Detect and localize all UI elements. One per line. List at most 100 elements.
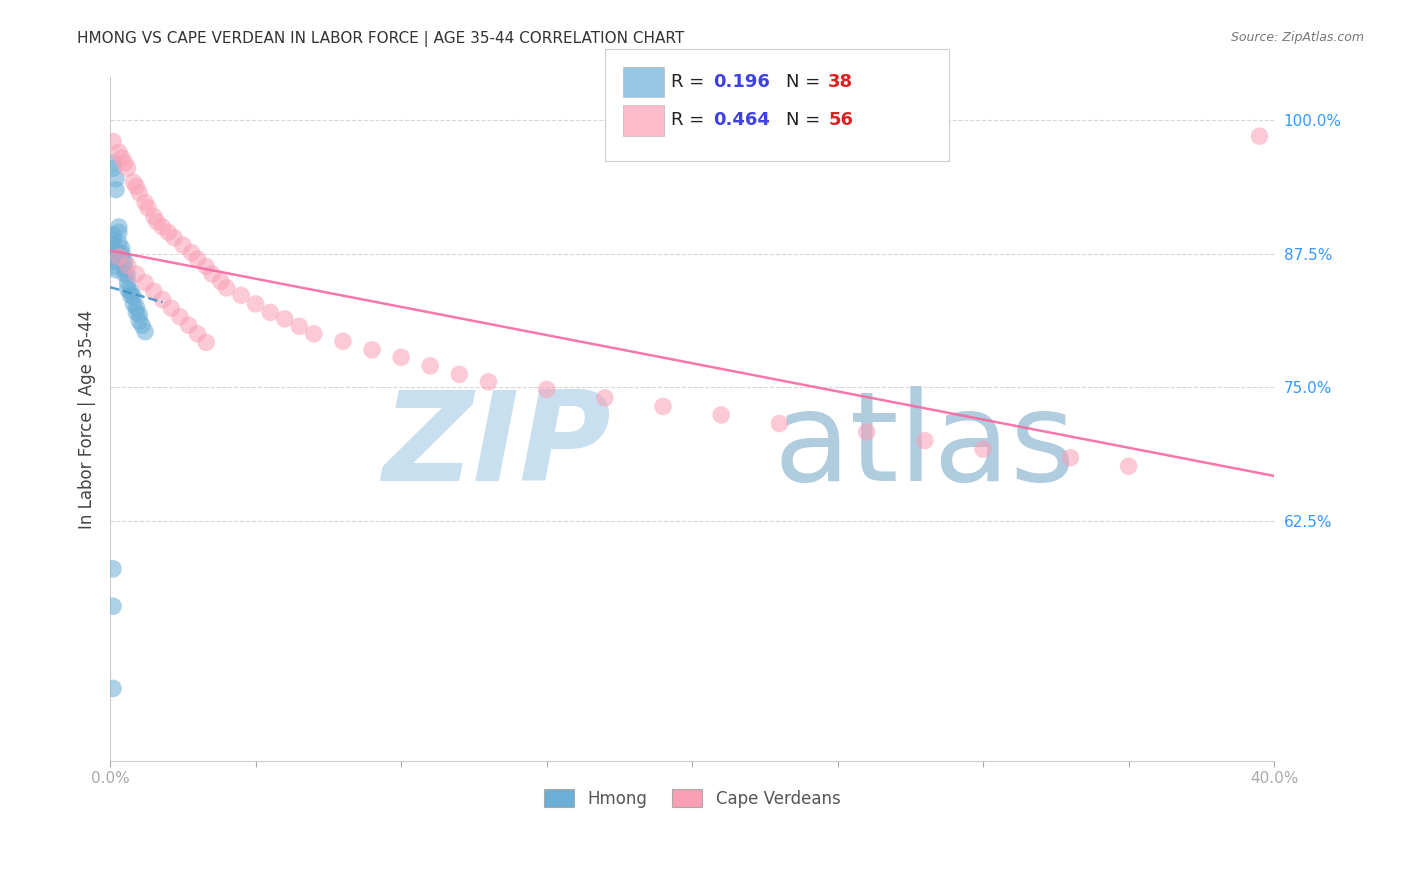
Point: [101, 254, 124, 268]
Point: [108, 246, 131, 260]
Point: [108, 145, 131, 160]
Point: [128, 186, 150, 200]
Point: [259, 305, 281, 319]
Point: [114, 260, 136, 275]
Text: ZIP: ZIP: [382, 386, 610, 508]
Point: [128, 314, 150, 328]
Point: [477, 375, 499, 389]
Y-axis label: In Labor Force | Age 35-44: In Labor Force | Age 35-44: [79, 310, 96, 529]
Text: HMONG VS CAPE VERDEAN IN LABOR FORCE | AGE 35-44 CORRELATION CHART: HMONG VS CAPE VERDEAN IN LABOR FORCE | A…: [77, 31, 685, 47]
Point: [101, 260, 124, 274]
Point: [117, 161, 139, 176]
Point: [142, 209, 165, 223]
Point: [111, 241, 134, 255]
Point: [114, 156, 136, 170]
Text: 56: 56: [828, 112, 853, 129]
Point: [914, 434, 936, 448]
Point: [101, 599, 124, 614]
Point: [172, 238, 194, 252]
Point: [593, 391, 616, 405]
Point: [108, 250, 131, 264]
Point: [215, 281, 238, 295]
Point: [419, 359, 441, 373]
Point: [101, 562, 124, 576]
Point: [101, 135, 124, 149]
Point: [101, 238, 124, 252]
Text: R =: R =: [671, 73, 710, 91]
Text: atlas: atlas: [773, 386, 1076, 508]
Point: [125, 179, 148, 194]
Point: [101, 161, 124, 176]
Point: [104, 172, 127, 186]
Point: [1118, 459, 1140, 474]
Point: [122, 289, 145, 303]
Point: [163, 230, 186, 244]
Text: N =: N =: [786, 112, 825, 129]
Point: [449, 368, 471, 382]
Point: [1249, 129, 1271, 144]
Point: [122, 175, 145, 189]
Point: [101, 233, 124, 247]
Point: [180, 245, 202, 260]
Point: [201, 267, 224, 281]
Point: [245, 297, 267, 311]
Point: [229, 288, 252, 302]
Point: [274, 311, 297, 326]
Point: [302, 326, 325, 341]
Point: [209, 275, 232, 289]
Point: [160, 301, 183, 315]
Point: [125, 300, 148, 314]
Point: [1059, 450, 1081, 465]
Point: [108, 225, 131, 239]
Point: [131, 318, 153, 333]
Legend: Hmong, Cape Verdeans: Hmong, Cape Verdeans: [537, 783, 846, 814]
Point: [145, 214, 167, 228]
Point: [186, 252, 208, 266]
Point: [177, 318, 200, 333]
Point: [108, 219, 131, 234]
Point: [114, 267, 136, 281]
Point: [768, 417, 790, 431]
Point: [111, 252, 134, 266]
Text: 38: 38: [828, 73, 853, 91]
Point: [108, 235, 131, 250]
Point: [710, 408, 733, 422]
Point: [288, 319, 311, 334]
Point: [195, 260, 218, 274]
Point: [134, 276, 156, 290]
Point: [104, 262, 127, 277]
Point: [134, 325, 156, 339]
Point: [652, 400, 675, 414]
Point: [152, 219, 174, 234]
Point: [125, 305, 148, 319]
Point: [120, 284, 142, 298]
Point: [186, 326, 208, 341]
Point: [125, 267, 148, 281]
Point: [117, 268, 139, 282]
Point: [117, 276, 139, 290]
Point: [136, 201, 159, 215]
Point: [101, 249, 124, 263]
Point: [101, 681, 124, 696]
Point: [117, 282, 139, 296]
Point: [195, 335, 218, 350]
Point: [117, 259, 139, 273]
Point: [120, 288, 142, 302]
Point: [134, 195, 156, 210]
Point: [361, 343, 384, 357]
Point: [169, 310, 191, 324]
Text: Source: ZipAtlas.com: Source: ZipAtlas.com: [1230, 31, 1364, 45]
Point: [128, 308, 150, 322]
Point: [142, 284, 165, 298]
Text: 0.464: 0.464: [713, 112, 769, 129]
Point: [114, 254, 136, 268]
Point: [111, 246, 134, 260]
Point: [389, 351, 412, 365]
Point: [332, 334, 354, 349]
Point: [152, 293, 174, 307]
Point: [111, 151, 134, 165]
Point: [536, 382, 558, 396]
Point: [122, 297, 145, 311]
Point: [101, 244, 124, 258]
Point: [972, 442, 994, 457]
